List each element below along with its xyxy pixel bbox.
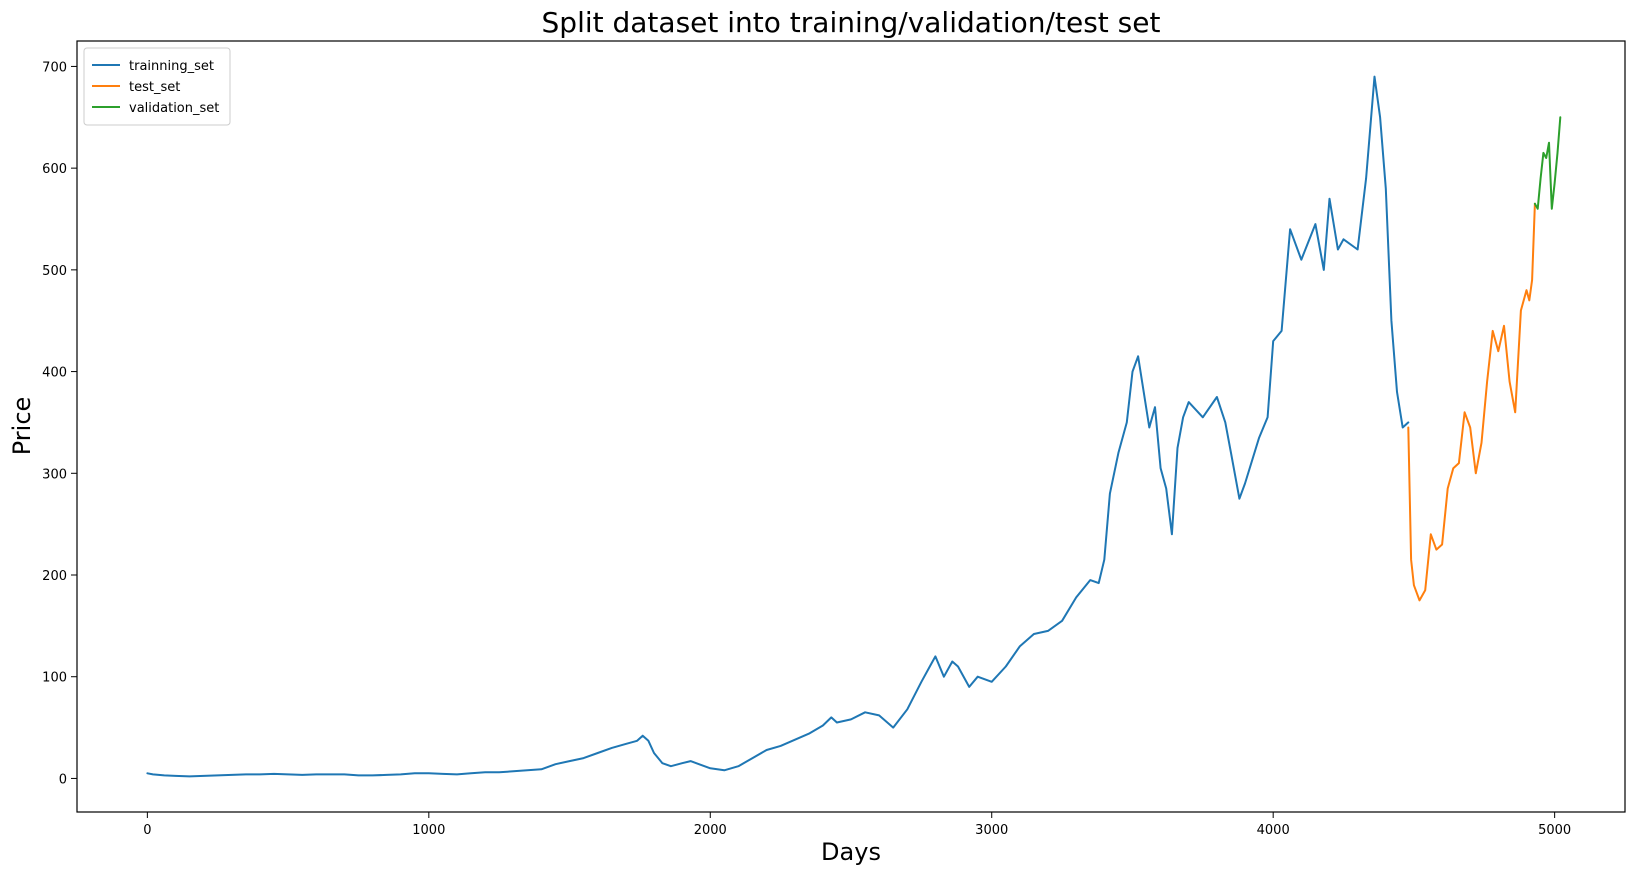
x-tick-label: 0 [143, 823, 151, 838]
series-line-test-set [1407, 202, 1536, 602]
y-tick-label: 500 [42, 264, 67, 279]
legend-box [83, 47, 231, 126]
y-tick-label: 300 [42, 467, 67, 482]
plot-frame [76, 40, 1626, 813]
x-tick-label: 4000 [1257, 823, 1290, 838]
x-tick-label: 2000 [694, 823, 727, 838]
y-tick-label: 600 [42, 162, 67, 177]
y-tick-label: 0 [59, 772, 67, 787]
x-tick-label: 3000 [975, 823, 1008, 838]
y-axis-label: Price [8, 397, 36, 456]
y-axis-ticks: 0 100 200 300 400 500 600 700 [42, 60, 77, 787]
legend: trainning_set test_set validation_set [83, 47, 231, 126]
series-line-validation-set [1533, 116, 1562, 210]
y-tick-label: 100 [42, 671, 67, 686]
series-lines [146, 75, 1562, 778]
legend-label: trainning_set [129, 59, 214, 74]
y-tick-label: 400 [42, 366, 67, 381]
x-tick-label: 1000 [412, 823, 445, 838]
x-axis-ticks: 0 1000 2000 3000 4000 5000 [143, 812, 1571, 838]
legend-label: test_set [129, 80, 180, 95]
x-axis-label: Days [821, 838, 881, 866]
y-tick-label: 700 [42, 60, 67, 75]
y-tick-label: 200 [42, 569, 67, 584]
chart-title: Split dataset into training/validation/t… [542, 6, 1161, 39]
series-line-trainning-set [146, 75, 1410, 778]
x-tick-label: 5000 [1538, 823, 1571, 838]
legend-label: validation_set [129, 101, 219, 116]
